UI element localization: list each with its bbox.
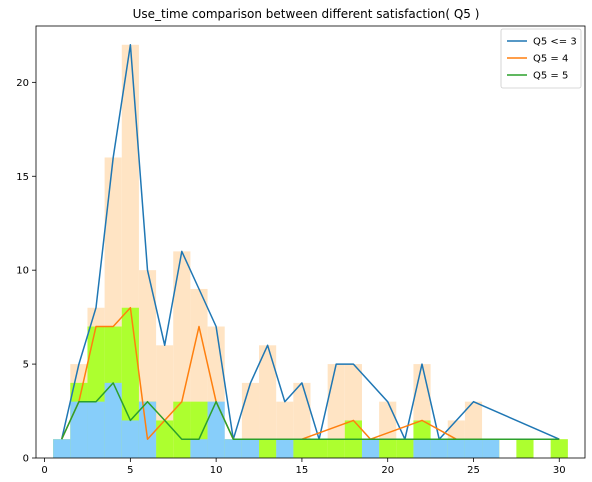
hist-bar <box>259 439 277 458</box>
hist-bar <box>104 382 122 458</box>
hist-bar <box>413 439 431 458</box>
hist-bar <box>482 439 500 458</box>
hist-bar <box>361 439 380 458</box>
hist-bar <box>516 439 534 458</box>
hist-bar <box>259 345 277 458</box>
hist-bar <box>464 439 483 458</box>
legend-box <box>500 28 582 89</box>
legend-label: Q5 = 5 <box>533 71 568 82</box>
hist-bar <box>327 364 345 458</box>
x-tick-label: 20 <box>381 465 394 476</box>
hist-bar <box>550 439 568 458</box>
series-line-3 <box>61 382 560 440</box>
hist-bar <box>190 439 208 458</box>
y-tick-label: 0 <box>23 454 29 465</box>
hist-bar <box>430 439 448 458</box>
x-tick-label: 30 <box>553 465 566 476</box>
plot-frame <box>35 25 586 459</box>
histogram-3 <box>53 382 500 458</box>
y-tick-label: 5 <box>23 360 29 371</box>
hist-bar <box>121 420 139 458</box>
legend-label: Q5 <= 3 <box>533 37 577 48</box>
hist-bar <box>293 439 311 458</box>
y-tick-label: 20 <box>16 78 29 89</box>
hist-bar <box>87 401 105 458</box>
hist-bar <box>396 439 414 458</box>
x-tick-label: 10 <box>210 465 223 476</box>
series-line-1 <box>60 44 560 440</box>
x-tick-label: 5 <box>127 465 133 476</box>
chart-title: Use_time comparison between different sa… <box>133 7 480 21</box>
legend-label: Q5 = 4 <box>533 54 568 65</box>
y-tick-label: 10 <box>16 266 29 277</box>
hist-bar <box>70 401 88 458</box>
hist-bar <box>173 401 191 458</box>
hist-bar <box>138 401 157 458</box>
hist-bar <box>276 439 294 458</box>
hist-bar <box>447 439 465 458</box>
legend: Q5 <= 3 Q5 = 4 Q5 = 5 <box>500 28 582 89</box>
hist-bar <box>379 439 397 458</box>
hist-bar <box>53 439 71 458</box>
x-tick-label: 15 <box>296 465 309 476</box>
series-lines-layer <box>60 44 560 440</box>
hist-bar <box>224 439 242 458</box>
hist-bar <box>327 439 345 458</box>
hist-bar <box>207 401 225 458</box>
y-tick-label: 15 <box>16 172 29 183</box>
hist-bar <box>156 420 174 458</box>
hist-bar <box>241 439 260 458</box>
axes: 0 5 10 15 20 25 30 0 5 10 15 20 <box>16 25 586 476</box>
x-tick-label: 25 <box>467 465 480 476</box>
x-tick-label: 0 <box>41 465 47 476</box>
hist-bar <box>310 439 328 458</box>
histogram-layer <box>53 44 568 459</box>
